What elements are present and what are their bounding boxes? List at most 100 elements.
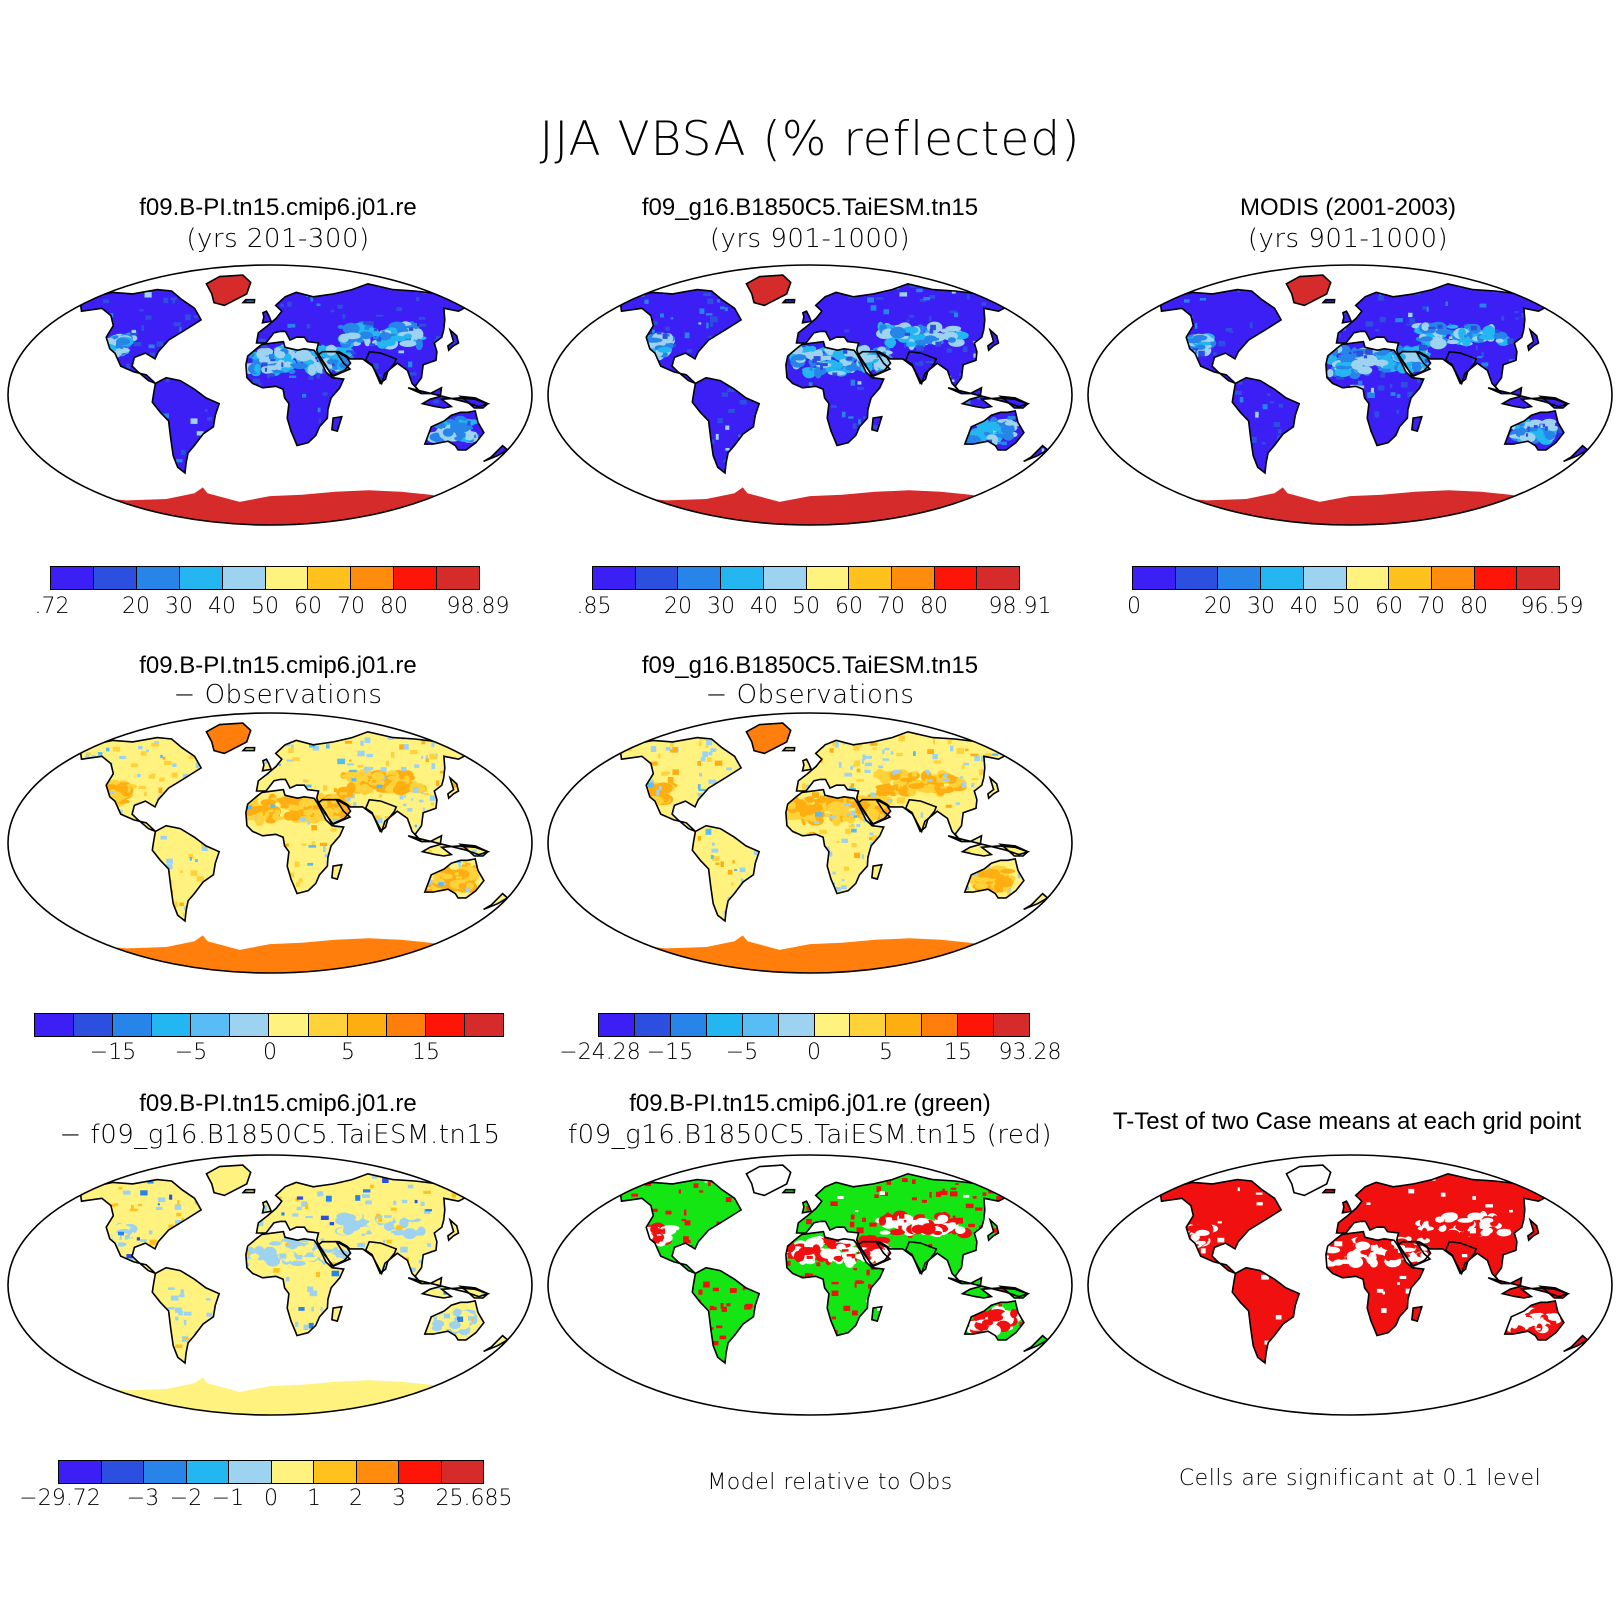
coastline-greenland xyxy=(205,1164,252,1197)
coastline-greenland xyxy=(745,722,792,755)
coastline-australia xyxy=(423,1299,485,1341)
coastline-seasia xyxy=(407,834,491,857)
cb2-tick: 20 xyxy=(664,594,692,619)
coastline-madagascar xyxy=(871,1305,883,1323)
colorbar-swatch xyxy=(670,1014,707,1036)
coastline-india xyxy=(904,350,938,385)
panel-6-title: f09.B-PI.tn15.cmip6.j01.re xyxy=(139,1090,417,1117)
panel-8-note: Cells are significant at 0.1 level xyxy=(1178,1466,1542,1491)
coastline-africa xyxy=(785,1230,885,1337)
coastline-greenland xyxy=(205,274,252,307)
cb1-tick: 30 xyxy=(165,594,193,619)
coastline-arabia xyxy=(1397,1240,1432,1268)
panel-3-subtitle: (yrs 901-1000) xyxy=(1247,224,1449,254)
land-india xyxy=(1445,1241,1477,1274)
land-uk xyxy=(262,311,272,323)
coastline-iceland xyxy=(241,298,256,304)
map-panel-7 xyxy=(547,1154,1073,1416)
coastline-arabia xyxy=(317,350,352,378)
cb1-tick: 50 xyxy=(251,594,279,619)
coastline-uk xyxy=(261,758,273,772)
coastline-madagascar xyxy=(1411,1305,1423,1323)
cb4-tick: −5 xyxy=(174,1040,208,1065)
coastline-madagascar xyxy=(1411,415,1423,433)
coastline-seasia xyxy=(947,386,1031,409)
coastline-samerica xyxy=(151,824,221,923)
colorbar-swatch xyxy=(35,1014,75,1036)
coastline-seasia xyxy=(407,1276,491,1299)
colorbar-swatch xyxy=(308,567,352,589)
colorbar-swatch xyxy=(74,1014,114,1036)
cb5-tick: 5 xyxy=(879,1040,893,1065)
coastline-arabia xyxy=(317,1240,352,1268)
colorbar-swatch xyxy=(742,1014,779,1036)
coastline-uk xyxy=(261,1200,273,1214)
coastline-newguinea xyxy=(998,1285,1030,1299)
coastline-africa xyxy=(245,340,345,447)
cb5-tick: −15 xyxy=(646,1040,694,1065)
coastline-india xyxy=(904,1240,938,1275)
coastline-japan xyxy=(447,775,460,800)
land-greenland xyxy=(746,275,791,306)
cb6-tick: −29.72 xyxy=(19,1486,101,1511)
coastline-madagascar xyxy=(331,415,343,433)
cb1-tick: 20 xyxy=(122,594,150,619)
colorbar-swatch xyxy=(1474,567,1518,589)
colorbar-swatch xyxy=(635,567,679,589)
land-samerica xyxy=(1232,1267,1300,1363)
cb2-tick: 70 xyxy=(877,594,905,619)
figure-title: JJA VBSA (% reflected) xyxy=(539,112,1081,167)
coastline-africa xyxy=(245,788,345,895)
panel-3-title: MODIS (2001-2003) xyxy=(1239,194,1457,221)
coastline-australia xyxy=(963,857,1025,899)
colorbar-swatch xyxy=(1175,567,1219,589)
cb1-tick: 40 xyxy=(208,594,236,619)
colorbar-swatch xyxy=(113,1014,153,1036)
colorbar-panel-2 xyxy=(592,566,1020,590)
land-namerica xyxy=(80,289,202,384)
colorbar-panel-6 xyxy=(58,1460,484,1484)
coastline-iceland xyxy=(781,298,796,304)
colorbar-swatch xyxy=(191,1014,231,1036)
coastline-seasia xyxy=(407,386,491,409)
coastline-nz xyxy=(483,1334,509,1353)
coastline-africa xyxy=(1325,1230,1425,1337)
coastline-india xyxy=(1444,1240,1478,1275)
land-samerica xyxy=(692,1267,760,1363)
coastline-uk xyxy=(261,310,273,324)
cb2-tick: 98.91 xyxy=(988,594,1052,619)
cb1-tick: 70 xyxy=(337,594,365,619)
colorbar-swatch xyxy=(308,1014,348,1036)
coastline-newguinea xyxy=(1538,1285,1570,1299)
map-border xyxy=(1087,1154,1613,1416)
coastline-nz xyxy=(1023,892,1049,911)
land-madagascar xyxy=(331,864,342,880)
coastline-namerica xyxy=(79,1178,203,1275)
colorbar-panel-4 xyxy=(34,1013,504,1037)
map-border xyxy=(7,1154,533,1416)
colorbar-swatch xyxy=(229,1461,272,1483)
coastline-newguinea xyxy=(458,395,490,409)
coastline-namerica xyxy=(79,736,203,833)
coastline-uk xyxy=(801,758,813,772)
land-greenland xyxy=(746,1165,791,1196)
cb5-tick: 0 xyxy=(807,1040,821,1065)
coastline-india xyxy=(364,1240,398,1275)
panel-1-subtitle: (yrs 201-300) xyxy=(186,224,370,254)
coastline-namerica xyxy=(1159,288,1283,385)
coastline-seasia xyxy=(1487,1276,1571,1299)
coastline-arabia xyxy=(317,798,352,826)
panel-2-title: f09_g16.B1850C5.TaiESM.tn15 xyxy=(641,194,979,221)
colorbar-swatch xyxy=(806,567,850,589)
colorbar-swatch xyxy=(994,1014,1030,1036)
coastline-madagascar xyxy=(871,863,883,881)
cb2-tick: .85 xyxy=(576,594,612,619)
cb3-tick: 80 xyxy=(1460,594,1488,619)
map-panel-2 xyxy=(547,264,1073,526)
coastline-namerica xyxy=(619,1178,743,1275)
coastline-australia xyxy=(963,409,1025,451)
coastline-australia xyxy=(1503,409,1565,451)
cb3-tick: 60 xyxy=(1375,594,1403,619)
coastline-india xyxy=(904,798,938,833)
land-samerica xyxy=(692,825,760,921)
